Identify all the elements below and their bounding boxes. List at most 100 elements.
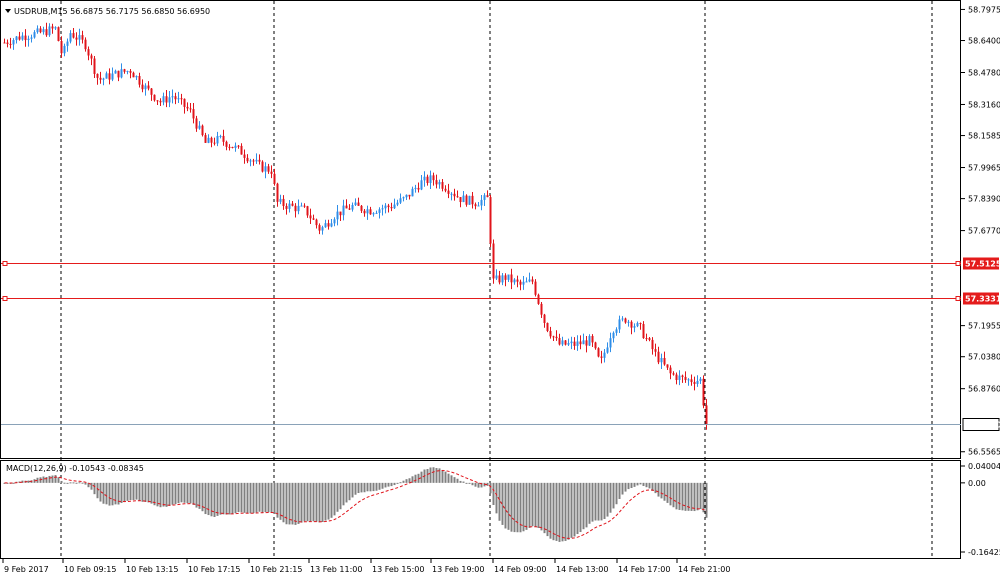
- time-label: 14 Feb 17:00: [618, 565, 670, 574]
- candle-body: [528, 279, 531, 282]
- candle-body: [147, 85, 150, 89]
- macd-bar: [159, 482, 162, 508]
- macd-bar: [198, 482, 201, 509]
- macd-bar: [72, 482, 75, 484]
- time-label: 9 Feb 2017: [4, 565, 49, 574]
- price-label: 58.4780: [968, 69, 1000, 78]
- macd-bar: [117, 482, 120, 505]
- macd-bar: [561, 482, 564, 542]
- candle-body: [435, 180, 438, 185]
- price-label: 58.6400: [968, 37, 1000, 46]
- candle-body: [165, 96, 168, 103]
- macd-axis: 0.04004 0.00 -0.16425: [961, 462, 1000, 557]
- macd-bar: [411, 476, 414, 483]
- candle-body: [18, 36, 21, 40]
- macd-bar: [570, 482, 573, 538]
- macd-bar: [252, 482, 255, 514]
- candle-body: [390, 207, 393, 209]
- macd-bar: [399, 482, 402, 484]
- level-lines[interactable]: 57.5125 57.3331 56.6950: [1, 257, 1000, 431]
- candle-body: [456, 196, 459, 198]
- macd-bar: [663, 482, 666, 501]
- candle-body: [465, 195, 468, 205]
- candle-body: [357, 202, 360, 206]
- candle-body: [177, 98, 180, 100]
- time-label: 14 Feb 09:00: [494, 565, 546, 574]
- macd-bar: [339, 482, 342, 510]
- macd-bar: [36, 477, 39, 483]
- chevron-down-icon[interactable]: [5, 9, 11, 13]
- line-handle[interactable]: [955, 261, 961, 266]
- macd-bar: [228, 482, 231, 515]
- candle-body: [687, 379, 690, 381]
- macd-bar: [651, 482, 654, 491]
- time-label: 14 Feb 13:00: [556, 565, 608, 574]
- candle-body: [330, 223, 333, 227]
- candle-body: [615, 329, 618, 333]
- candle-body: [459, 197, 462, 203]
- candle-body: [471, 195, 474, 205]
- macd-bar: [489, 482, 492, 494]
- candle-body: [360, 205, 363, 211]
- candle-body: [141, 84, 144, 90]
- macd-bar: [441, 469, 444, 483]
- line-handle[interactable]: [2, 296, 8, 301]
- candle-body: [378, 209, 381, 213]
- candle-body: [192, 109, 195, 119]
- macd-bar: [438, 468, 441, 483]
- macd-bar: [126, 482, 129, 501]
- macd-bar: [336, 482, 339, 512]
- macd-bar: [681, 482, 684, 511]
- macd-bar: [165, 482, 168, 507]
- candle-body: [510, 274, 513, 283]
- macd-bar: [477, 482, 480, 488]
- macd-bar: [588, 482, 591, 524]
- time-axis: 9 Feb 2017 10 Feb 09:15 10 Feb 13:15 10 Feb…: [2, 559, 730, 574]
- macd-bar: [153, 482, 156, 506]
- macd-bar: [210, 482, 213, 517]
- candle-body: [363, 210, 366, 214]
- macd-bar: [621, 482, 624, 495]
- candle-body: [273, 173, 276, 184]
- macd-bar: [318, 482, 321, 523]
- macd-bar: [186, 482, 189, 504]
- candle-body: [603, 352, 606, 358]
- candle-body: [495, 275, 498, 279]
- macd-bar: [144, 482, 147, 502]
- candle-body: [429, 175, 432, 184]
- candle-body: [408, 194, 411, 197]
- macd-bar: [99, 482, 102, 502]
- candle-body: [414, 187, 417, 189]
- candle-body: [234, 145, 237, 148]
- candles: [3, 22, 708, 430]
- candle-body: [300, 205, 303, 207]
- macd-bar: [51, 475, 54, 483]
- candle-body: [657, 351, 660, 363]
- candle-body: [156, 100, 159, 102]
- macd-bar: [645, 482, 648, 488]
- candle-body: [579, 341, 582, 345]
- candle-body: [498, 275, 501, 283]
- candle-body: [78, 35, 81, 40]
- candle-body: [597, 348, 600, 357]
- candle-body: [639, 323, 642, 325]
- price-label: 57.0380: [968, 353, 1000, 362]
- macd-bar: [612, 482, 615, 509]
- line-handle[interactable]: [2, 261, 8, 266]
- macd-bar: [12, 482, 15, 484]
- price-tag-label: 57.3331: [965, 295, 1000, 304]
- candle-body: [354, 202, 357, 206]
- grid-lines: [60, 1, 933, 558]
- time-label: 10 Feb 21:15: [250, 565, 302, 574]
- macd-bar: [594, 482, 597, 521]
- macd-bar: [129, 482, 132, 501]
- time-label: 13 Feb 19:00: [432, 565, 484, 574]
- macd-bar: [402, 480, 405, 483]
- macd-bar: [345, 482, 348, 503]
- line-handle[interactable]: [955, 296, 961, 301]
- candle-body: [222, 135, 225, 142]
- candle-body: [246, 157, 249, 162]
- candle-body: [87, 49, 90, 56]
